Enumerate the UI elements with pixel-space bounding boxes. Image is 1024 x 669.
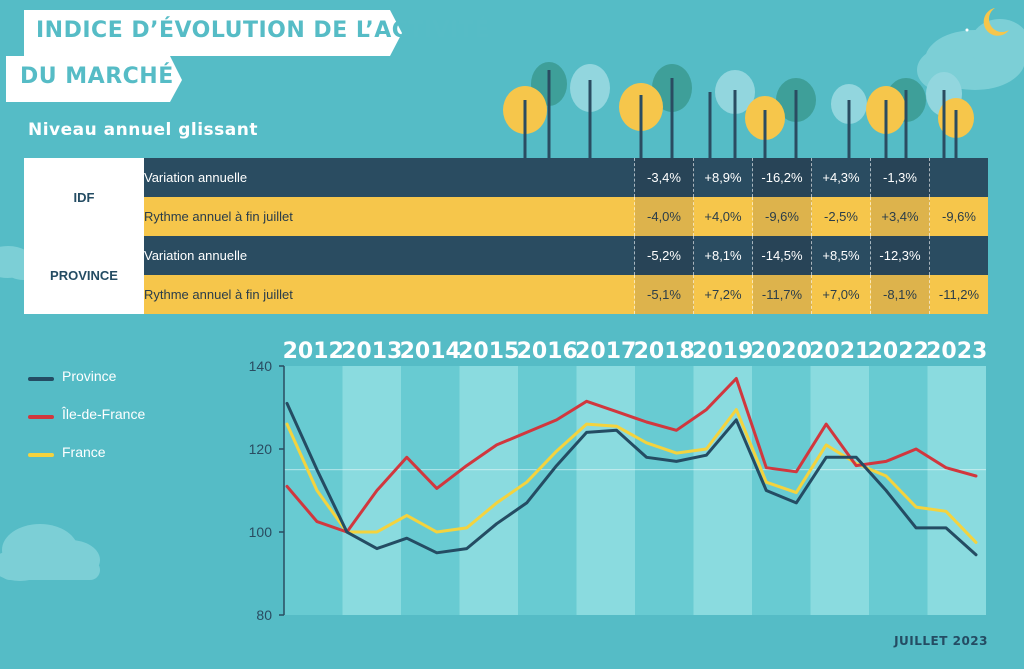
region-label-province: PROVINCE [24, 236, 144, 314]
table-cell: +7,2% [693, 275, 753, 314]
footer-date: JUILLET 2023 [894, 634, 988, 648]
subtitle: Niveau annuel glissant [28, 120, 258, 140]
legend-item-idf: Île-de-France [28, 406, 228, 426]
x-tick-label: 2020 [751, 339, 812, 364]
year-band [635, 366, 694, 615]
table-cell [929, 236, 988, 275]
x-tick-label: 2018 [634, 339, 695, 364]
legend-label: France [62, 444, 106, 460]
moon-icon [983, 8, 1009, 36]
y-tick-label: 80 [256, 607, 272, 623]
table-cell: -9,6% [752, 197, 812, 236]
table-cell: +8,9% [693, 158, 753, 197]
year-band [401, 366, 460, 615]
table-cell: -11,2% [929, 275, 988, 314]
table-row: IDF Variation annuelle -3,4% +8,9% -16,2… [24, 158, 988, 236]
table-cell: -1,3% [870, 158, 930, 197]
year-band [342, 366, 401, 615]
legend-swatch [28, 453, 54, 457]
x-tick-label: 2019 [692, 339, 753, 364]
legend-item-province: Province [28, 368, 228, 388]
legend-swatch [28, 377, 54, 381]
table-row: PROVINCE Variation annuelle -5,2% +8,1% … [24, 236, 988, 314]
y-tick-label: 140 [249, 358, 273, 374]
row-label: Rythme annuel à fin juillet [144, 197, 635, 236]
row-label: Variation annuelle [144, 158, 635, 197]
year-band [693, 366, 752, 615]
table-cell: -11,7% [752, 275, 812, 314]
table-cell: +4,3% [811, 158, 871, 197]
table-cell: -12,3% [870, 236, 930, 275]
year-band [927, 366, 986, 615]
region-label-idf: IDF [24, 158, 144, 236]
trees-illustration [503, 62, 974, 158]
legend-item-france: France [28, 444, 228, 464]
table-row: Rythme annuel à fin juillet -5,1% +7,2% … [24, 275, 988, 314]
table-cell: +8,5% [811, 236, 871, 275]
table-cell: -5,1% [634, 275, 694, 314]
table-cell: +3,4% [870, 197, 930, 236]
title-banner-2 [6, 56, 182, 102]
x-tick-label: 2012 [283, 339, 344, 364]
x-tick-label: 2022 [868, 339, 929, 364]
x-tick-label: 2016 [517, 339, 578, 364]
series-line-province [285, 401, 978, 557]
year-band [752, 366, 811, 615]
table-row: Rythme annuel à fin juillet -4,0% +4,0% … [24, 197, 988, 236]
table-cell: -9,6% [929, 197, 988, 236]
table-cell: -16,2% [752, 158, 812, 197]
table-cell: -8,1% [870, 275, 930, 314]
year-band [518, 366, 577, 615]
year-band [810, 366, 869, 615]
legend-label: Province [62, 368, 117, 384]
y-tick-label: 100 [249, 524, 273, 540]
table-cell: -5,2% [634, 236, 694, 275]
table-cell: -2,5% [811, 197, 871, 236]
table-cell: +8,1% [693, 236, 753, 275]
table-cell: -4,0% [634, 197, 694, 236]
variation-table: IDF Variation annuelle -3,4% +8,9% -16,2… [24, 158, 988, 314]
table-cell: +4,0% [693, 197, 753, 236]
x-tick-label: 2015 [458, 339, 519, 364]
x-tick-label: 2013 [341, 339, 402, 364]
table-cell: +7,0% [811, 275, 871, 314]
table-cell [929, 158, 988, 197]
y-tick-label: 120 [249, 441, 273, 457]
x-tick-label: 2017 [575, 339, 636, 364]
title-banner [24, 10, 402, 56]
year-band [284, 366, 343, 615]
legend-label: Île-de-France [62, 406, 146, 422]
title-line-2: DU MARCHÉ [20, 64, 174, 89]
row-label: Variation annuelle [144, 236, 635, 275]
table-cell: -14,5% [752, 236, 812, 275]
legend-swatch [28, 415, 54, 419]
x-tick-label: 2014 [400, 339, 461, 364]
year-band [459, 366, 518, 615]
row-label: Rythme annuel à fin juillet [144, 275, 635, 314]
table-cell: -3,4% [634, 158, 694, 197]
title-line-1: INDICE D’ÉVOLUTION DE L’ACTIVITÉ [36, 18, 490, 43]
x-tick-label: 2023 [926, 339, 987, 364]
cloud-bottom-left [0, 524, 100, 581]
x-tick-label: 2021 [809, 339, 870, 364]
